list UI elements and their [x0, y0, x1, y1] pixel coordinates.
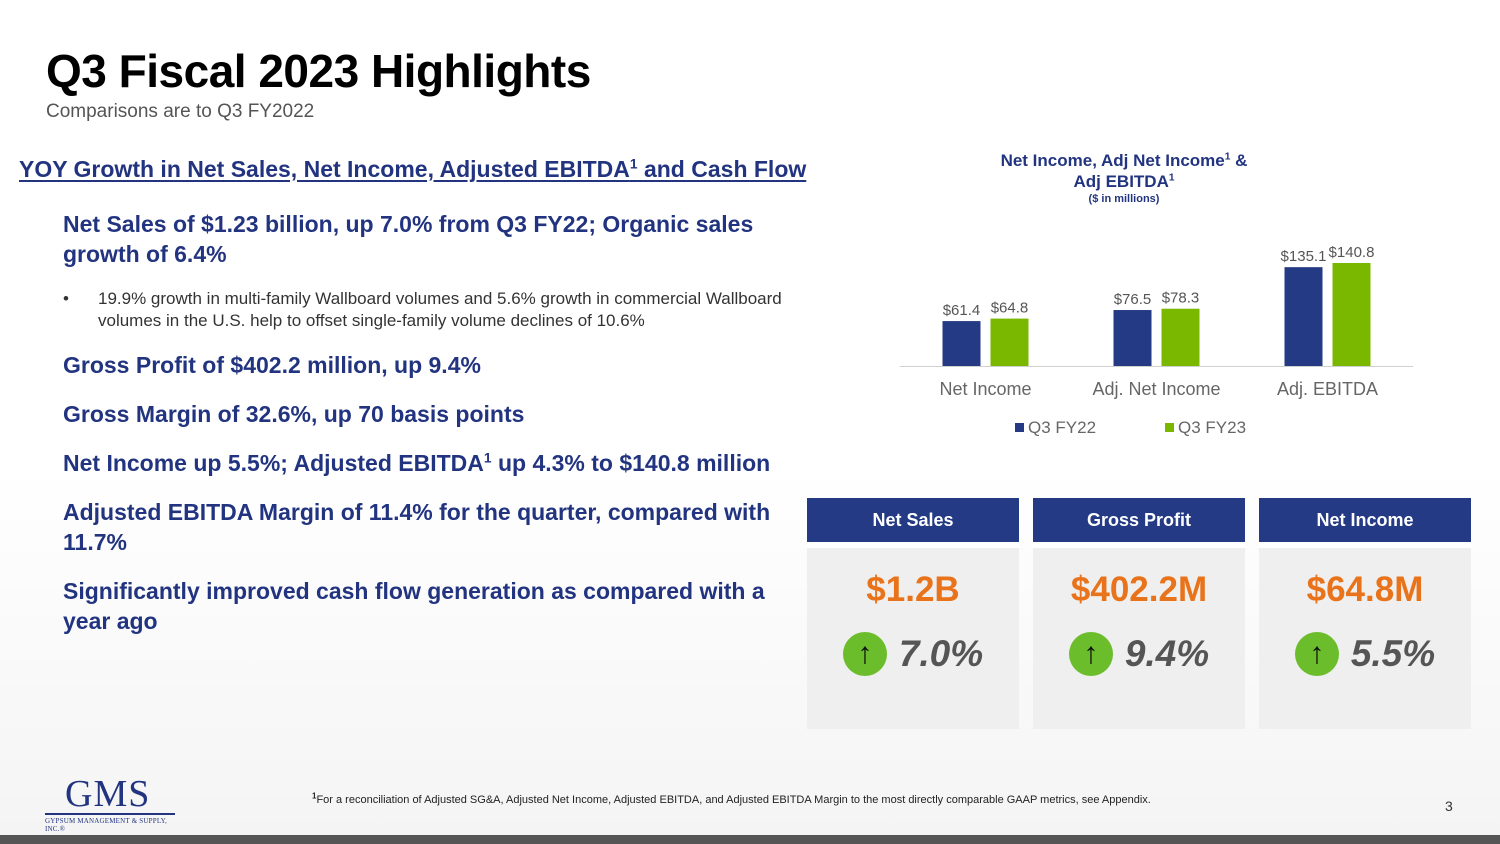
- card-value: $402.2M: [1070, 570, 1208, 609]
- section-heading-text: YOY Growth in Net Sales, Net Income, Adj…: [19, 156, 630, 182]
- bar-fy23: [1332, 263, 1371, 366]
- company-logo: GMS GYPSUM MANAGEMENT & SUPPLY, INC.®: [45, 773, 185, 833]
- card-header: Net Sales: [807, 498, 1019, 548]
- highlights-list: Net Sales of $1.23 billion, up 7.0% from…: [63, 209, 788, 636]
- net-income-tail: up 4.3% to $140.8 million: [491, 450, 771, 476]
- net-sales-detail-text: 19.9% growth in multi-family Wallboard v…: [98, 289, 782, 330]
- card-value: $64.8M: [1306, 570, 1424, 609]
- chart-title: Net Income, Adj Net Income1 & Adj EBITDA…: [940, 150, 1308, 192]
- card-change-percent: 5.5%: [1350, 633, 1436, 674]
- legend-swatch: [1165, 423, 1174, 432]
- logo-mark: GMS: [65, 773, 151, 815]
- section-heading: YOY Growth in Net Sales, Net Income, Adj…: [19, 156, 806, 183]
- highlight-gross-profit: Gross Profit of $402.2 million, up 9.4%: [63, 352, 481, 378]
- section-heading-tail: and Cash Flow: [637, 156, 807, 182]
- bar-data-label: $135.1: [1281, 248, 1327, 265]
- bar-chart: $61.4 $64.8 Net Income $76.5 $78.3 Adj. Net I…: [900, 244, 1413, 437]
- card-header: Gross Profit: [1033, 498, 1245, 548]
- chart-title-line2: Adj EBITDA: [1073, 172, 1169, 191]
- bar-data-label: $64.8: [991, 300, 1029, 317]
- kpi-card-gross-profit: Gross Profit $402.2M ↑ 9.4%: [1033, 498, 1245, 729]
- up-arrow-icon: ↑: [842, 632, 887, 676]
- chart-title-line1-tail: &: [1230, 151, 1248, 170]
- card-change: ↑ 7.0%: [807, 632, 1019, 676]
- slide-subtitle: Comparisons are to Q3 FY2022: [46, 101, 315, 122]
- footnote-marker: 1: [1168, 172, 1175, 184]
- highlight-cash-flow: Significantly improved cash flow generat…: [63, 578, 765, 634]
- net-income-text: Net Income up 5.5%; Adjusted EBITDA: [63, 450, 484, 476]
- logo-tagline: GYPSUM MANAGEMENT & SUPPLY, INC.: [45, 817, 167, 833]
- bar-fy23: [990, 318, 1029, 366]
- highlight-gross-margin: Gross Margin of 32.6%, up 70 basis point…: [63, 401, 525, 427]
- kpi-card-net-sales: Net Sales $1.2B ↑ 7.0%: [807, 498, 1019, 729]
- slide-title: Q3 Fiscal 2023 Highlights: [46, 45, 591, 97]
- highlight-net-income: Net Income up 5.5%; Adjusted EBITDA1 up …: [63, 448, 788, 478]
- bullet-dot-icon: •: [63, 289, 69, 308]
- bar-fy22: [1113, 310, 1152, 366]
- kpi-card-net-income: Net Income $64.8M ↑ 5.5%: [1259, 498, 1471, 729]
- card-change-percent: 7.0%: [898, 633, 984, 674]
- card-change-percent: 9.4%: [1124, 633, 1210, 674]
- bar-fy22: [942, 321, 981, 366]
- footnote-marker: 1: [483, 450, 492, 466]
- category-label: Adj. EBITDA: [1277, 379, 1378, 399]
- footnote-text: For a reconciliation of Adjusted SG&A, A…: [316, 794, 1151, 806]
- logo-divider: [45, 813, 175, 815]
- bar-data-label: $76.5: [1114, 291, 1152, 308]
- legend-label: Q3 FY22: [1028, 418, 1096, 437]
- chart-title-line1: Net Income, Adj Net Income: [1000, 151, 1225, 170]
- up-arrow-icon: ↑: [1294, 632, 1339, 676]
- footnote-marker: 1: [629, 156, 638, 172]
- category-label: Adj. Net Income: [1092, 379, 1220, 399]
- chart-units: ($ in millions): [1088, 193, 1160, 205]
- footnote-marker: 1: [1224, 151, 1231, 163]
- category-label: Net Income: [939, 379, 1031, 399]
- legend-label: Q3 FY23: [1178, 418, 1246, 437]
- bar-data-label: $61.4: [943, 302, 981, 319]
- up-arrow-icon: ↑: [1068, 632, 1113, 676]
- bar-fy22: [1284, 267, 1323, 366]
- card-change: ↑ 5.5%: [1259, 632, 1471, 676]
- registered-mark: ®: [59, 825, 66, 833]
- legend-swatch: [1015, 423, 1024, 432]
- page-number: 3: [1445, 798, 1453, 814]
- bar-data-label: $140.8: [1329, 244, 1375, 261]
- highlight-ebitda-margin: Adjusted EBITDA Margin of 11.4% for the …: [63, 499, 771, 555]
- highlight-net-sales-detail: • 19.9% growth in multi-family Wallboard…: [63, 288, 788, 332]
- bar-data-label: $78.3: [1162, 290, 1200, 307]
- footnote-marker: 1: [312, 791, 317, 801]
- card-change: ↑ 9.4%: [1033, 632, 1245, 676]
- bottom-bar: [0, 835, 1500, 844]
- highlight-net-sales: Net Sales of $1.23 billion, up 7.0% from…: [63, 211, 754, 267]
- bar-fy23: [1161, 308, 1200, 366]
- card-value: $1.2B: [866, 570, 960, 609]
- card-header: Net Income: [1259, 498, 1471, 548]
- footnote: 1For a reconciliation of Adjusted SG&A, …: [312, 791, 1151, 806]
